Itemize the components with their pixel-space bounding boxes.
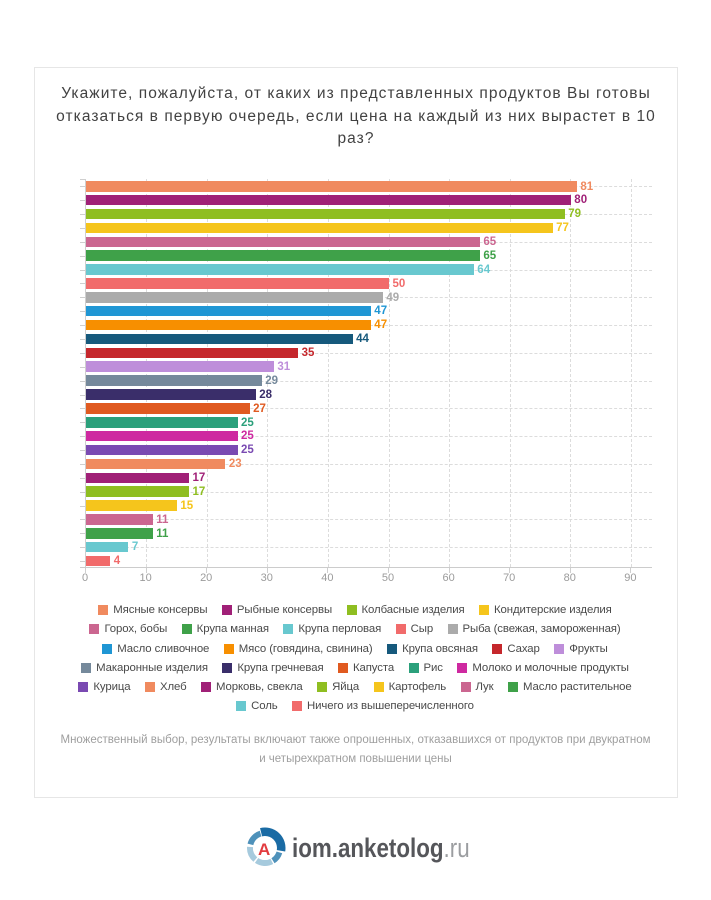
svg-text:A: A	[258, 840, 270, 859]
